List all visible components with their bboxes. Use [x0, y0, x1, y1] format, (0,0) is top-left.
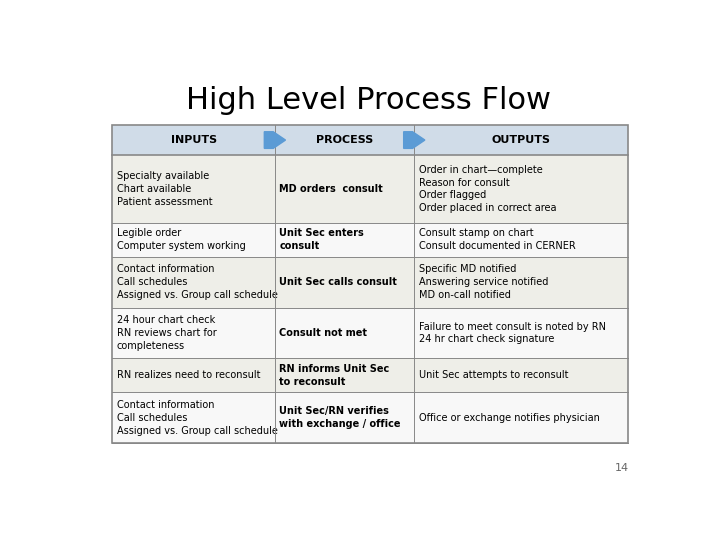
Bar [112, 125, 629, 443]
Text: Unit Sec/RN verifies
with exchange / office: Unit Sec/RN verifies with exchange / off… [279, 407, 401, 429]
Bar [112, 125, 629, 155]
Text: Contact information
Call schedules
Assigned vs. Group call schedule: Contact information Call schedules Assig… [117, 265, 278, 300]
Text: INPUTS: INPUTS [171, 135, 217, 145]
Text: Unit Sec calls consult: Unit Sec calls consult [279, 277, 397, 287]
Text: Consult stamp on chart
Consult documented in CERNER: Consult stamp on chart Consult documente… [419, 228, 575, 251]
Text: Failure to meet consult is noted by RN
24 hr chart check signature: Failure to meet consult is noted by RN 2… [419, 322, 606, 345]
Text: OUTPUTS: OUTPUTS [492, 135, 551, 145]
Text: PROCESS: PROCESS [316, 135, 373, 145]
Text: RN informs Unit Sec
to reconsult: RN informs Unit Sec to reconsult [279, 364, 390, 387]
Polygon shape [404, 132, 425, 148]
Text: Legible order
Computer system working: Legible order Computer system working [117, 228, 246, 251]
Text: Contact information
Call schedules
Assigned vs. Group call schedule: Contact information Call schedules Assig… [117, 400, 278, 436]
Text: Specific MD notified
Answering service notified
MD on-call notified: Specific MD notified Answering service n… [419, 265, 548, 300]
Text: Office or exchange notifies physician: Office or exchange notifies physician [419, 413, 600, 423]
Text: Unit Sec enters
consult: Unit Sec enters consult [279, 228, 364, 251]
Bar [112, 155, 629, 223]
Text: RN realizes need to reconsult: RN realizes need to reconsult [117, 370, 261, 380]
Bar [112, 359, 629, 393]
Text: High Level Process Flow: High Level Process Flow [186, 86, 552, 114]
Text: 24 hour chart check
RN reviews chart for
completeness: 24 hour chart check RN reviews chart for… [117, 315, 217, 351]
Text: Consult not met: Consult not met [279, 328, 367, 338]
Text: MD orders  consult: MD orders consult [279, 184, 383, 194]
Text: 14: 14 [614, 463, 629, 473]
Bar [112, 308, 629, 359]
Bar [112, 393, 629, 443]
Bar [112, 125, 629, 443]
Bar [112, 223, 629, 256]
Text: Unit Sec attempts to reconsult: Unit Sec attempts to reconsult [419, 370, 568, 380]
Text: Order in chart—complete
Reason for consult
Order flagged
Order placed in correct: Order in chart—complete Reason for consu… [419, 165, 557, 213]
Text: Specialty available
Chart available
Patient assessment: Specialty available Chart available Pati… [117, 171, 212, 207]
Polygon shape [264, 132, 286, 148]
Bar [112, 256, 629, 308]
